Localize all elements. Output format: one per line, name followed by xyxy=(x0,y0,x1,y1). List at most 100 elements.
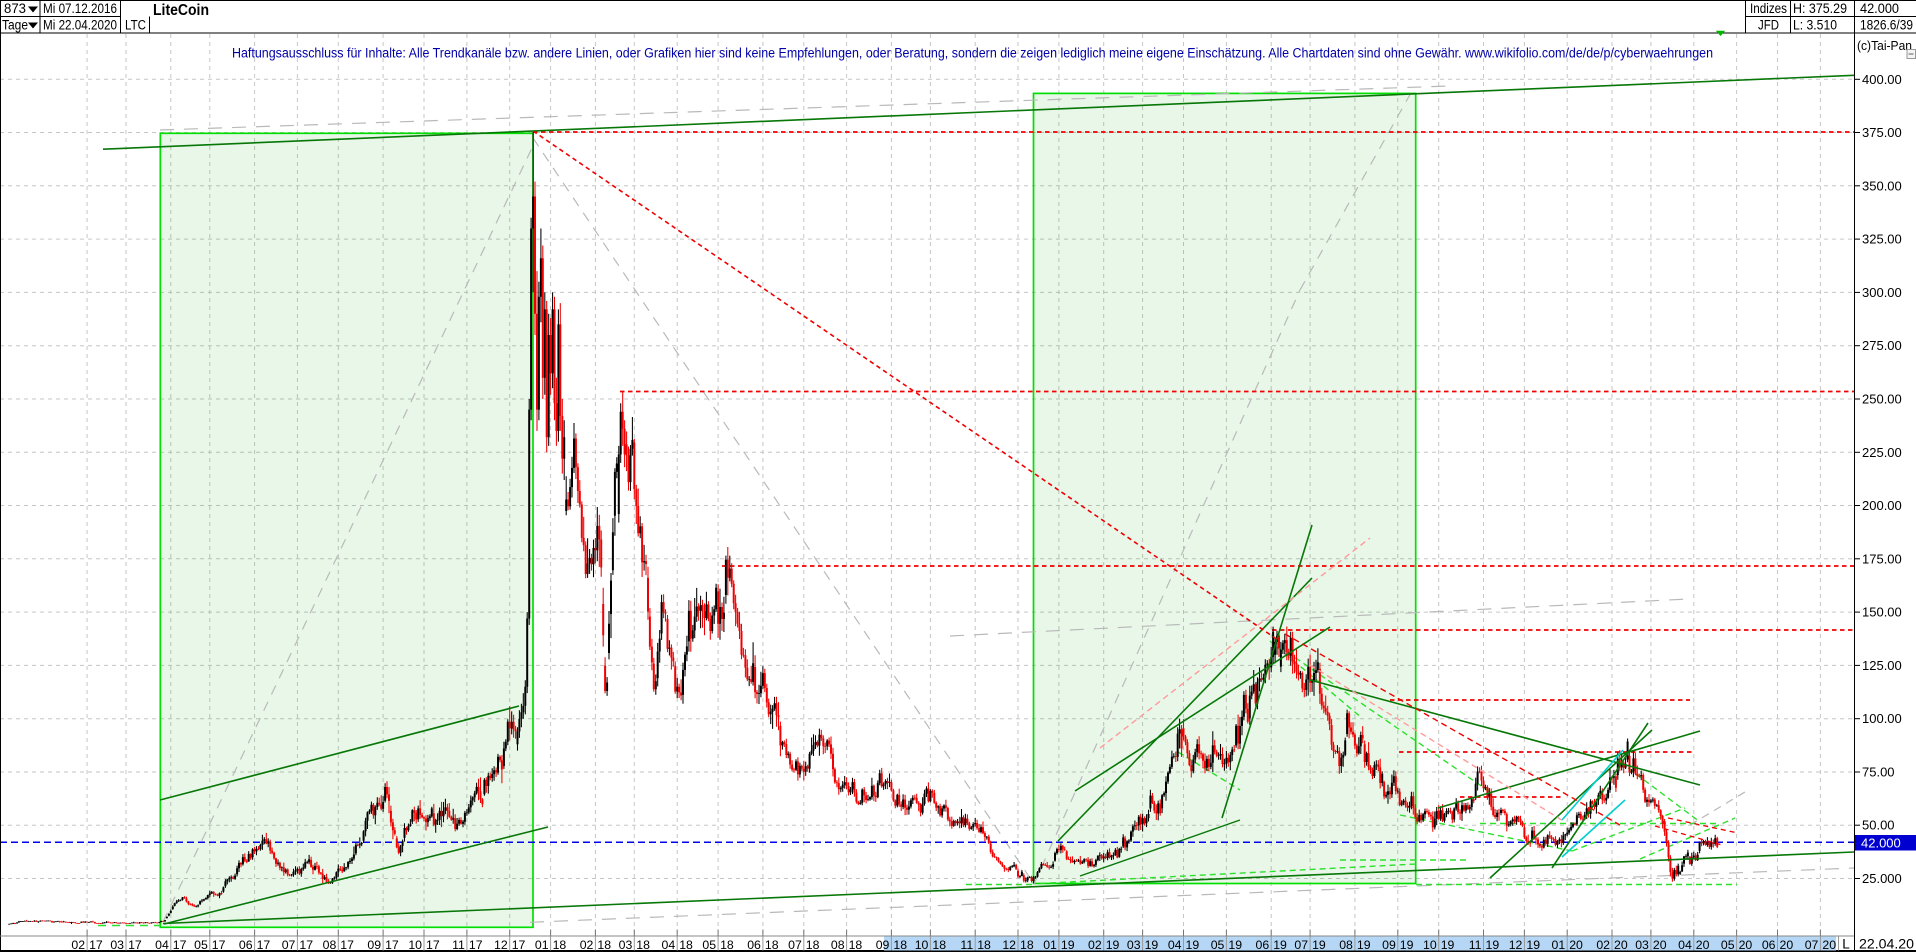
svg-text:18: 18 xyxy=(1020,938,1034,952)
svg-text:18: 18 xyxy=(932,938,946,952)
svg-text:LTC: LTC xyxy=(125,18,146,33)
svg-text:300.00: 300.00 xyxy=(1862,285,1902,300)
svg-text:19: 19 xyxy=(1357,938,1371,952)
svg-text:19: 19 xyxy=(1441,938,1455,952)
svg-text:375.00: 375.00 xyxy=(1862,125,1902,140)
svg-text:L: L xyxy=(1842,937,1850,952)
svg-text:10: 10 xyxy=(915,938,929,952)
svg-text:12: 12 xyxy=(1002,938,1016,952)
svg-text:01: 01 xyxy=(535,938,549,952)
svg-text:10: 10 xyxy=(408,938,422,952)
svg-text:20: 20 xyxy=(1569,938,1583,952)
svg-text:17: 17 xyxy=(340,938,354,952)
svg-text:04: 04 xyxy=(155,938,169,952)
svg-text:150.00: 150.00 xyxy=(1862,605,1902,620)
svg-text:22.04.20: 22.04.20 xyxy=(1859,937,1914,952)
svg-text:18: 18 xyxy=(806,938,820,952)
svg-text:09: 09 xyxy=(876,938,890,952)
svg-text:20: 20 xyxy=(1653,938,1667,952)
svg-text:19: 19 xyxy=(1106,938,1120,952)
svg-text:06: 06 xyxy=(1256,938,1270,952)
svg-text:20: 20 xyxy=(1780,938,1794,952)
svg-text:42.000: 42.000 xyxy=(1861,836,1901,851)
svg-text:100.00: 100.00 xyxy=(1862,711,1902,726)
svg-text:07: 07 xyxy=(1294,938,1308,952)
svg-text:17: 17 xyxy=(173,938,187,952)
svg-text:17: 17 xyxy=(257,938,271,952)
svg-text:02: 02 xyxy=(1088,938,1102,952)
svg-text:Haftungsausschluss für Inhalte: Haftungsausschluss für Inhalte: Alle Tre… xyxy=(232,46,1713,61)
svg-text:02: 02 xyxy=(71,938,85,952)
svg-text:Mi 07.12.2016: Mi 07.12.2016 xyxy=(43,1,117,16)
svg-text:17: 17 xyxy=(512,938,526,952)
svg-text:17: 17 xyxy=(212,938,226,952)
svg-text:03: 03 xyxy=(110,938,124,952)
svg-text:Tage: Tage xyxy=(2,18,28,33)
svg-text:01: 01 xyxy=(1043,938,1057,952)
svg-text:350.00: 350.00 xyxy=(1862,178,1902,193)
svg-text:02: 02 xyxy=(580,938,594,952)
svg-text:1826.6/39: 1826.6/39 xyxy=(1860,18,1913,33)
svg-text:05: 05 xyxy=(1721,938,1735,952)
svg-text:11: 11 xyxy=(960,938,973,952)
svg-text:04: 04 xyxy=(1678,938,1692,952)
svg-text:17: 17 xyxy=(299,938,313,952)
svg-text:05: 05 xyxy=(194,938,208,952)
svg-text:08: 08 xyxy=(323,938,337,952)
svg-text:(c)Tai-Pan: (c)Tai-Pan xyxy=(1857,39,1912,53)
svg-text:10: 10 xyxy=(1423,938,1437,952)
svg-text:08: 08 xyxy=(831,938,845,952)
svg-text:18: 18 xyxy=(553,938,567,952)
svg-text:19: 19 xyxy=(1228,938,1242,952)
svg-text:03: 03 xyxy=(619,938,633,952)
svg-text:JFD: JFD xyxy=(1758,18,1779,33)
svg-text:19: 19 xyxy=(1312,938,1326,952)
svg-text:25.000: 25.000 xyxy=(1862,871,1902,886)
svg-text:20: 20 xyxy=(1822,938,1836,952)
svg-text:125.00: 125.00 xyxy=(1862,658,1902,673)
svg-text:18: 18 xyxy=(977,938,991,952)
svg-text:19: 19 xyxy=(1186,938,1200,952)
svg-text:18: 18 xyxy=(597,938,611,952)
svg-text:250.00: 250.00 xyxy=(1862,392,1902,407)
svg-text:02: 02 xyxy=(1596,938,1610,952)
svg-text:03: 03 xyxy=(1635,938,1649,952)
svg-text:20: 20 xyxy=(1696,938,1710,952)
svg-text:19: 19 xyxy=(1273,938,1287,952)
svg-text:17: 17 xyxy=(128,938,142,952)
svg-text:11: 11 xyxy=(1469,938,1482,952)
svg-text:17: 17 xyxy=(89,938,103,952)
svg-text:09: 09 xyxy=(1382,938,1396,952)
svg-text:11: 11 xyxy=(452,938,465,952)
svg-text:07: 07 xyxy=(1805,938,1819,952)
svg-text:19: 19 xyxy=(1061,938,1075,952)
svg-text:05: 05 xyxy=(702,938,716,952)
svg-text:17: 17 xyxy=(385,938,399,952)
svg-text:18: 18 xyxy=(893,938,907,952)
svg-text:50.00: 50.00 xyxy=(1862,818,1895,833)
svg-text:06: 06 xyxy=(1762,938,1776,952)
svg-text:400.00: 400.00 xyxy=(1862,72,1902,87)
svg-text:Indizes: Indizes xyxy=(1750,1,1787,16)
svg-text:20: 20 xyxy=(1614,938,1628,952)
svg-text:L: 3.510: L: 3.510 xyxy=(1793,18,1837,33)
svg-text:04: 04 xyxy=(662,938,676,952)
svg-text:19: 19 xyxy=(1526,938,1540,952)
svg-text:225.00: 225.00 xyxy=(1862,445,1902,460)
svg-text:18: 18 xyxy=(636,938,650,952)
svg-text:LiteCoin: LiteCoin xyxy=(153,2,209,19)
svg-text:06: 06 xyxy=(747,938,761,952)
svg-text:19: 19 xyxy=(1486,938,1500,952)
svg-text:04: 04 xyxy=(1168,938,1182,952)
svg-text:07: 07 xyxy=(282,938,296,952)
svg-text:05: 05 xyxy=(1211,938,1225,952)
svg-text:17: 17 xyxy=(426,938,440,952)
svg-text:18: 18 xyxy=(765,938,779,952)
svg-text:Mi 22.04.2020: Mi 22.04.2020 xyxy=(43,18,117,33)
svg-text:19: 19 xyxy=(1400,938,1414,952)
svg-text:275.00: 275.00 xyxy=(1862,338,1902,353)
svg-text:08: 08 xyxy=(1339,938,1353,952)
svg-text:17: 17 xyxy=(469,938,483,952)
svg-text:01: 01 xyxy=(1552,938,1566,952)
svg-text:19: 19 xyxy=(1145,938,1159,952)
